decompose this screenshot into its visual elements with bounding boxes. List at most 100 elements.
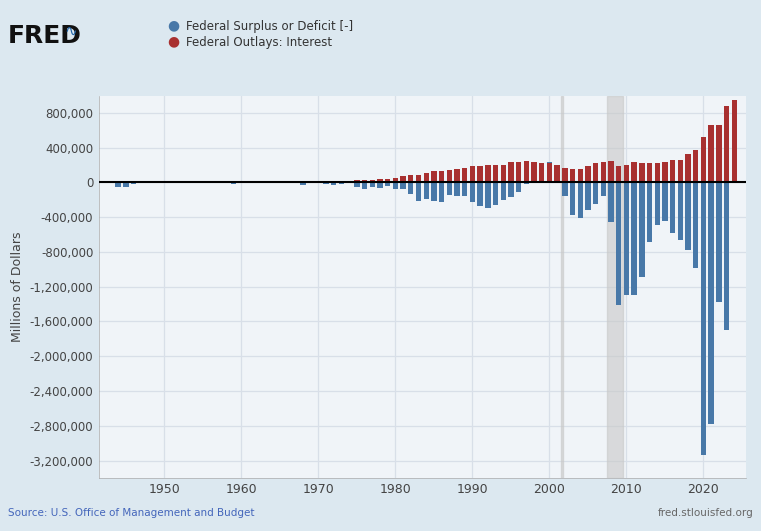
Bar [701, 137, 706, 183]
Bar [539, 162, 544, 183]
Bar [585, 167, 591, 183]
Bar [639, 183, 645, 277]
Bar [555, 165, 560, 183]
Bar [593, 183, 598, 204]
Text: FRED: FRED [8, 24, 81, 48]
Bar [362, 183, 368, 189]
Bar [331, 183, 336, 184]
Bar [555, 172, 560, 183]
Bar [339, 183, 344, 184]
Bar [662, 161, 667, 183]
Bar [454, 183, 460, 196]
Bar [516, 183, 521, 192]
Bar [485, 165, 491, 183]
Bar [561, 96, 563, 478]
Bar [501, 183, 506, 200]
Bar [416, 175, 421, 183]
Bar [531, 176, 537, 183]
Bar [677, 183, 683, 241]
Bar [385, 179, 390, 183]
Bar [400, 183, 406, 190]
Bar [531, 161, 537, 183]
Bar [462, 183, 467, 196]
Bar [408, 175, 413, 183]
Bar [470, 166, 475, 183]
Bar [123, 183, 129, 186]
Bar [701, 183, 706, 455]
Bar [724, 106, 729, 183]
Bar [408, 183, 413, 194]
Bar [393, 183, 398, 189]
Bar [616, 166, 622, 183]
Text: ●: ● [167, 19, 180, 32]
Bar [493, 183, 498, 204]
Bar [632, 162, 637, 183]
Text: Source: U.S. Office of Management and Budget: Source: U.S. Office of Management and Bu… [8, 508, 254, 518]
Bar [662, 183, 667, 220]
Bar [578, 168, 583, 183]
Bar [562, 183, 568, 196]
Bar [416, 183, 421, 201]
Bar [524, 161, 529, 183]
Bar [516, 161, 521, 183]
Bar [501, 165, 506, 183]
Bar [424, 183, 429, 199]
Bar [377, 183, 383, 187]
Bar [370, 183, 375, 187]
Bar [354, 183, 360, 187]
Text: Federal Outlays: Interest: Federal Outlays: Interest [186, 36, 333, 48]
Bar [731, 100, 737, 183]
Bar [608, 160, 613, 183]
Bar [485, 183, 491, 208]
Bar [632, 183, 637, 295]
Text: Federal Surplus or Deficit [-]: Federal Surplus or Deficit [-] [186, 20, 354, 32]
Bar [585, 183, 591, 210]
Bar [539, 172, 544, 183]
Bar [593, 163, 598, 183]
Bar [385, 183, 390, 186]
Text: ∿: ∿ [65, 24, 78, 39]
Bar [546, 162, 552, 183]
Bar [131, 183, 136, 184]
Bar [716, 125, 721, 183]
Bar [377, 179, 383, 183]
Bar [578, 183, 583, 218]
Bar [323, 183, 329, 184]
Text: ●: ● [167, 35, 180, 48]
Bar [424, 173, 429, 183]
Bar [708, 125, 714, 183]
Bar [508, 183, 514, 196]
Bar [639, 164, 645, 183]
Y-axis label: Millions of Dollars: Millions of Dollars [11, 232, 24, 342]
Bar [546, 163, 552, 183]
Bar [616, 183, 622, 305]
Bar [570, 183, 575, 215]
Bar [231, 183, 237, 184]
Bar [647, 183, 652, 242]
Bar [116, 183, 121, 186]
Bar [454, 169, 460, 183]
Bar [370, 180, 375, 183]
Bar [716, 183, 721, 302]
Bar [670, 160, 675, 183]
Bar [647, 163, 652, 183]
Bar [607, 96, 622, 478]
Bar [524, 183, 529, 184]
Bar [477, 166, 482, 183]
Bar [462, 168, 467, 183]
Bar [431, 183, 437, 201]
Bar [686, 154, 691, 183]
Bar [654, 162, 660, 183]
Bar [477, 183, 482, 206]
Bar [146, 182, 151, 183]
Bar [393, 178, 398, 183]
Bar [677, 160, 683, 183]
Bar [431, 171, 437, 183]
Bar [624, 183, 629, 295]
Bar [354, 181, 360, 183]
Bar [439, 170, 444, 183]
Bar [708, 183, 714, 424]
Bar [400, 176, 406, 183]
Bar [470, 183, 475, 202]
Bar [439, 183, 444, 202]
